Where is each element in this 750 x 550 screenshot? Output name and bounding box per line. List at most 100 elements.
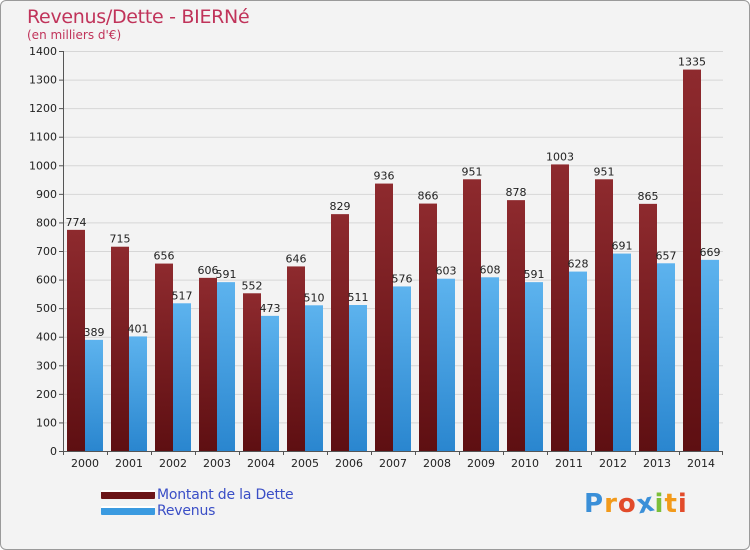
y-tick-label: 400	[36, 331, 57, 344]
data-label: 646	[286, 252, 307, 265]
bar-revenus	[525, 282, 543, 451]
bar-dette	[639, 203, 657, 451]
y-tick-label: 1400	[29, 45, 57, 58]
data-label: 606	[198, 264, 219, 277]
bar-dette	[595, 179, 613, 452]
y-tick-label: 1300	[29, 74, 57, 87]
bar-revenus	[437, 278, 455, 451]
bar-revenus	[569, 271, 587, 451]
bar-revenus	[305, 305, 323, 451]
data-label: 389	[84, 326, 105, 339]
x-tick-label: 2010	[511, 457, 539, 470]
data-label: 951	[594, 165, 615, 178]
y-tick-label: 0	[50, 445, 57, 458]
bar-dette	[375, 183, 393, 452]
bar-revenus	[173, 303, 191, 451]
legend-swatch-revenus	[101, 506, 155, 515]
bar-revenus	[349, 305, 367, 451]
y-tick-label: 200	[36, 388, 57, 401]
bar-revenus	[481, 277, 499, 451]
data-label: 829	[330, 200, 351, 213]
x-tick-label: 2006	[335, 457, 363, 470]
data-label: 591	[524, 268, 545, 281]
bar-dette	[683, 69, 701, 452]
bar-revenus	[261, 315, 279, 451]
x-tick-label: 2003	[203, 457, 231, 470]
proxiti-logo: Proxiti	[584, 487, 688, 520]
x-tick-label: 2005	[291, 457, 319, 470]
x-tick-label: 2007	[379, 457, 407, 470]
data-label: 669	[700, 246, 721, 259]
y-tick-label: 1200	[29, 102, 57, 115]
chart-title: Revenus/Dette - BIERNé	[27, 6, 250, 28]
data-label: 1335	[678, 56, 706, 69]
data-label: 473	[260, 302, 281, 315]
legend-label-dette: Montant de la Dette	[157, 487, 294, 503]
data-label: 865	[638, 190, 659, 203]
data-label: 401	[128, 322, 149, 335]
data-label: 510	[304, 291, 325, 304]
y-tick-label: 600	[36, 274, 57, 287]
bar-dette	[155, 263, 173, 451]
bar-revenus	[701, 259, 719, 451]
data-label: 774	[66, 216, 87, 229]
data-label: 951	[462, 165, 483, 178]
bar-dette	[419, 203, 437, 451]
data-label: 591	[216, 268, 237, 281]
y-tick-label: 1100	[29, 131, 57, 144]
data-label: 517	[172, 289, 193, 302]
data-label: 628	[568, 258, 589, 271]
bar-dette	[199, 277, 217, 451]
y-tick-label: 700	[36, 245, 57, 258]
bar-revenus	[657, 263, 675, 451]
data-label: 691	[612, 240, 633, 253]
data-label: 878	[506, 186, 527, 199]
bar-dette	[551, 164, 569, 451]
logo-letter: i	[654, 489, 665, 519]
data-label: 608	[480, 263, 501, 276]
bar-revenus	[217, 282, 235, 451]
bar-dette	[243, 293, 261, 451]
data-labels: 7743897154016565176065915524736465108295…	[66, 56, 721, 339]
logo-letter: P	[584, 489, 605, 519]
legend-label-revenus: Revenus	[157, 503, 216, 519]
bar-dette	[67, 229, 85, 451]
data-label: 1003	[546, 150, 574, 163]
bar-dette	[463, 179, 481, 452]
x-tick-label: 2014	[687, 457, 715, 470]
data-label: 603	[436, 265, 457, 278]
bar-dette	[111, 246, 129, 451]
data-label: 552	[242, 279, 263, 292]
y-tick-label: 1000	[29, 159, 57, 172]
y-tick-label: 300	[36, 359, 57, 372]
x-tick-label: 2002	[159, 457, 187, 470]
data-label: 866	[418, 190, 439, 203]
x-tick-label: 2011	[555, 457, 583, 470]
data-label: 936	[374, 170, 395, 183]
bar-dette	[331, 214, 349, 451]
y-tick-label: 500	[36, 302, 57, 315]
x-tick-label: 2000	[71, 457, 99, 470]
x-tick-label: 2008	[423, 457, 451, 470]
x-tick-label: 2004	[247, 457, 275, 470]
y-tick-label: 800	[36, 216, 57, 229]
x-tick-label: 2013	[643, 457, 671, 470]
bar-revenus	[85, 339, 103, 451]
data-label: 715	[110, 233, 131, 246]
logo-letter: t	[664, 489, 678, 519]
bar-revenus	[393, 286, 411, 451]
data-label: 657	[656, 249, 677, 262]
bar-revenus	[129, 336, 147, 451]
data-label: 656	[154, 250, 175, 263]
logo-letter: i	[677, 489, 688, 519]
axes: 0 100 200 300 400 500 600 700 800 900 1000 1100 1200…	[29, 45, 723, 470]
x-tick-label: 2001	[115, 457, 143, 470]
data-label: 511	[348, 291, 369, 304]
bar-dette	[507, 200, 525, 451]
y-tick-label: 100	[36, 416, 57, 429]
x-tick-label: 2009	[467, 457, 495, 470]
legend-swatch-dette	[101, 490, 155, 499]
data-label: 576	[392, 272, 413, 285]
